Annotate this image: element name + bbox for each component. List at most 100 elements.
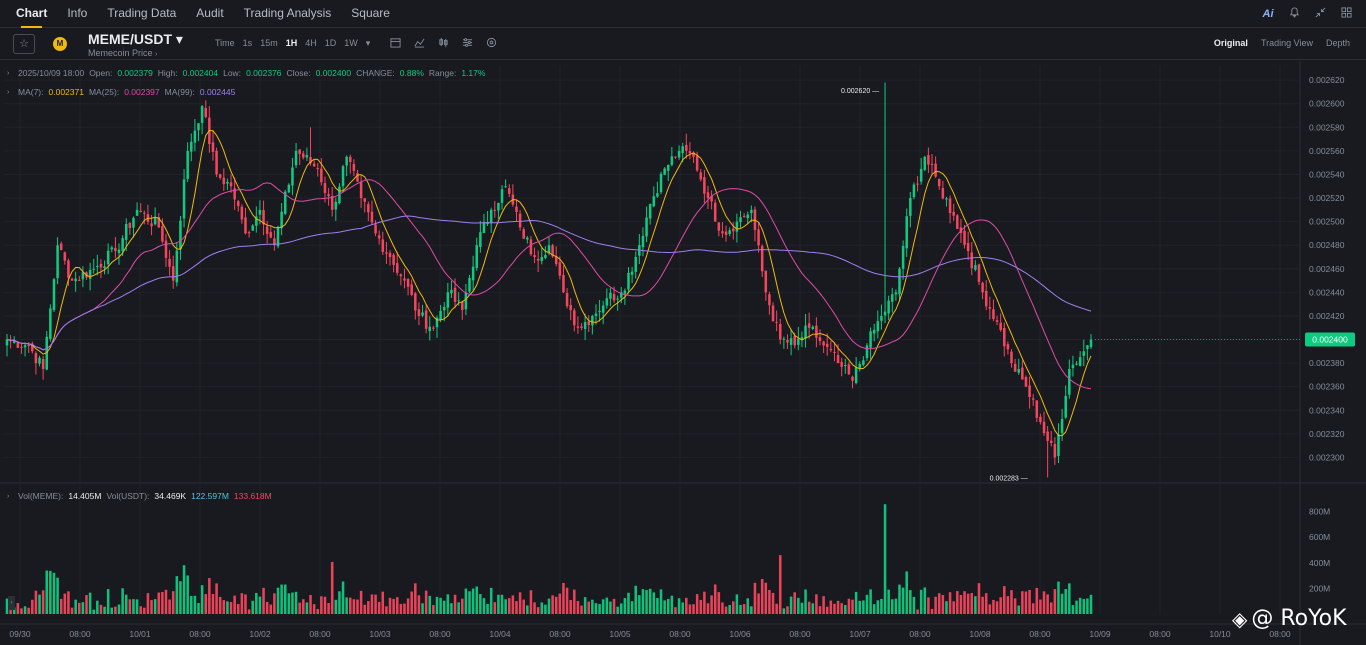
volume-bar	[522, 599, 525, 614]
bell-icon[interactable]	[1286, 7, 1302, 21]
candle-body	[450, 289, 453, 294]
candle-body	[356, 173, 359, 182]
candle-type-icon[interactable]	[436, 37, 450, 51]
volume-bar	[663, 600, 666, 614]
tab-trading-analysis[interactable]: Trading Analysis	[243, 5, 332, 20]
candle-body	[106, 250, 110, 265]
candle-body	[544, 254, 547, 258]
collapse-icon[interactable]	[1312, 7, 1328, 21]
nav-right-icons: Ai	[1260, 0, 1354, 28]
candle-body	[392, 254, 395, 265]
candle-body	[580, 326, 583, 328]
volume-bar	[1060, 593, 1064, 614]
time-tick: 08:00	[309, 629, 331, 639]
vol-usdt-value: 34.469K	[154, 491, 187, 501]
time-tick: 08:00	[549, 629, 571, 639]
volume-bar	[153, 599, 157, 614]
candle-body	[771, 305, 775, 322]
time-tick: 08:00	[189, 629, 211, 639]
candle-body	[27, 344, 30, 346]
grid-icon[interactable]	[1338, 7, 1354, 21]
tab-chart[interactable]: Chart	[16, 0, 47, 28]
candle-body	[135, 209, 139, 216]
volume-bar	[171, 591, 175, 614]
candle-body	[724, 231, 728, 235]
interval-1d[interactable]: 1D	[324, 38, 337, 48]
price-tick: 0.002460	[1309, 264, 1345, 274]
volume-bar	[446, 594, 450, 614]
candle-body	[233, 188, 236, 200]
candle-body	[461, 302, 464, 311]
volume-bar	[804, 589, 807, 614]
view-trading-view[interactable]: Trading View	[1260, 38, 1313, 48]
view-original[interactable]: Original	[1213, 38, 1248, 48]
ma-legend-collapse-icon[interactable]: ›	[7, 89, 10, 96]
volume-bar	[1006, 596, 1010, 614]
candle-body	[713, 202, 717, 222]
ohlc-range: 1.17%	[461, 68, 486, 78]
volume-bar	[106, 589, 110, 614]
candle-body	[945, 198, 948, 200]
volume-bar	[981, 596, 984, 614]
candle-body	[641, 235, 645, 248]
candle-body	[38, 357, 41, 364]
volume-bar	[414, 583, 417, 614]
vol-legend-collapse-icon[interactable]: ›	[7, 493, 10, 500]
time-tick: 10/04	[489, 629, 511, 639]
volume-bar	[417, 595, 421, 614]
candle-body	[128, 222, 132, 228]
volume-bar	[977, 583, 981, 614]
interval-time[interactable]: Time	[215, 38, 235, 48]
volume-bar	[168, 599, 171, 614]
pair-selector[interactable]: MEME/USDT ▾	[88, 31, 183, 48]
volume-bar	[620, 603, 623, 614]
expand-panel-icon[interactable]: ›	[8, 596, 15, 610]
candle-body	[981, 282, 984, 293]
view-depth[interactable]: Depth	[1325, 38, 1350, 48]
candle-body	[699, 172, 703, 180]
interval-1w[interactable]: 1W	[344, 38, 358, 48]
candle-body	[81, 272, 85, 280]
volume-bar	[258, 596, 262, 614]
pair-subtitle[interactable]: Memecoin Price ›	[88, 48, 158, 58]
candle-body	[746, 214, 749, 219]
chart-grid	[0, 61, 1366, 645]
settings-sliders-icon[interactable]	[460, 37, 474, 51]
volume-bar	[750, 606, 753, 614]
candle-body	[20, 346, 23, 348]
volume-bar	[645, 590, 648, 614]
candle-body	[99, 263, 103, 268]
tab-square[interactable]: Square	[351, 5, 390, 20]
volume-bar	[771, 592, 775, 614]
interval-1h[interactable]: 1H	[285, 38, 298, 48]
candlestick-chart[interactable]: 0.002620 0.002600 0.002580 0.002560 0.002540…	[0, 61, 1366, 645]
candle-body	[909, 198, 912, 216]
candle-body	[309, 157, 312, 164]
interval-4h[interactable]: 4H	[305, 38, 317, 48]
indicator-icon[interactable]	[412, 37, 426, 51]
candle-body	[428, 326, 432, 332]
favorite-star-icon[interactable]: ☆	[13, 34, 35, 54]
interval-more-chevron-icon[interactable]: ▾	[365, 38, 371, 48]
price-tick: 0.002540	[1309, 169, 1345, 179]
tab-info[interactable]: Info	[67, 5, 88, 20]
price-tick: 0.002440	[1309, 287, 1345, 297]
ai-icon[interactable]: Ai	[1262, 8, 1274, 20]
volume-bar	[1013, 598, 1017, 614]
price-tick: 0.002520	[1309, 193, 1345, 203]
volume-bar	[352, 599, 356, 614]
calendar-icon[interactable]	[388, 37, 402, 51]
interval-1s[interactable]: 1s	[242, 38, 253, 48]
candle-body	[363, 198, 366, 202]
volume-bar	[963, 591, 966, 614]
tab-trading-data[interactable]: Trading Data	[107, 5, 177, 20]
volume-bar	[312, 604, 316, 614]
tab-audit[interactable]: Audit	[196, 5, 224, 20]
candle-body	[114, 247, 117, 252]
interval-15m[interactable]: 15m	[260, 38, 278, 48]
gear-icon[interactable]	[484, 37, 498, 51]
legend-collapse-icon[interactable]: ›	[7, 70, 10, 77]
volume-bar	[78, 602, 81, 614]
candle-body	[197, 123, 200, 131]
candle-body	[573, 310, 576, 326]
